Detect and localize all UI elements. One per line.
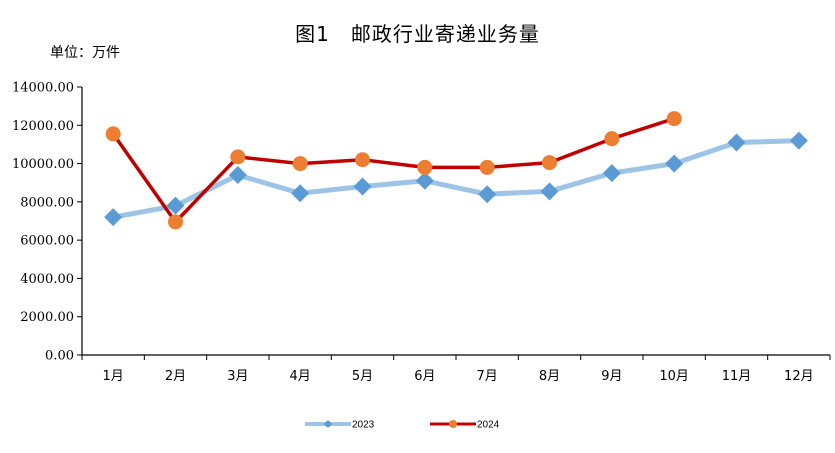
data-point-2023: [789, 131, 808, 150]
x-tick-label: 11月: [722, 369, 752, 384]
legend-marker-2023: [324, 420, 332, 428]
data-point-2023: [104, 208, 123, 227]
y-tick-label: 14000.00: [12, 81, 74, 96]
x-tick-label: 2月: [165, 369, 186, 384]
series-line-2023: [112, 138, 799, 220]
data-point-2023: [665, 154, 684, 173]
y-tick-label: 12000.00: [12, 119, 74, 134]
chart-title: 图1 邮政行业寄递业务量: [295, 22, 540, 46]
x-tick-label: 7月: [477, 369, 498, 384]
data-point-2024: [168, 214, 183, 230]
x-tick-label: 10月: [659, 369, 689, 384]
data-point-2023: [353, 177, 372, 196]
data-point-2024: [417, 159, 433, 175]
x-tick-label: 8月: [539, 369, 560, 384]
data-point-2024: [604, 131, 620, 147]
data-point-2023: [415, 171, 434, 190]
x-tick-label: 9月: [601, 369, 622, 384]
y-tick-label: 0.00: [45, 349, 74, 364]
data-point-2024: [292, 156, 308, 172]
y-tick-label: 10000.00: [12, 157, 74, 172]
y-tick-label: 2000.00: [20, 310, 74, 325]
data-point-2024: [666, 111, 682, 127]
x-tick-label: 5月: [352, 369, 373, 384]
data-point-2023: [478, 185, 497, 204]
data-point-2023: [602, 164, 621, 183]
data-point-2024: [542, 155, 557, 171]
data-point-2023: [228, 166, 247, 185]
data-point-2024: [105, 126, 121, 142]
y-tick-label: 6000.00: [20, 234, 74, 249]
legend-marker-2024: [449, 420, 457, 428]
data-point-2024: [230, 149, 246, 165]
data-point-2024: [479, 159, 495, 175]
data-point-2023: [540, 182, 559, 201]
x-tick-label: 4月: [290, 369, 311, 384]
legend-label-2024: 2024: [477, 420, 500, 431]
data-point-2023: [166, 196, 185, 215]
data-point-2023: [291, 184, 310, 203]
unit-label: 单位：万件: [50, 45, 120, 61]
data-point-2024: [355, 152, 370, 168]
y-tick-label: 4000.00: [20, 272, 74, 287]
y-tick-label: 8000.00: [20, 195, 74, 210]
x-tick-label: 6月: [414, 369, 435, 384]
data-point-2023: [727, 133, 746, 152]
legend-label-2023: 2023: [352, 420, 375, 431]
x-tick-label: 1月: [103, 369, 124, 384]
series-line-2024: [111, 116, 675, 224]
x-tick-label: 12月: [784, 369, 814, 384]
x-tick-label: 3月: [227, 369, 248, 384]
